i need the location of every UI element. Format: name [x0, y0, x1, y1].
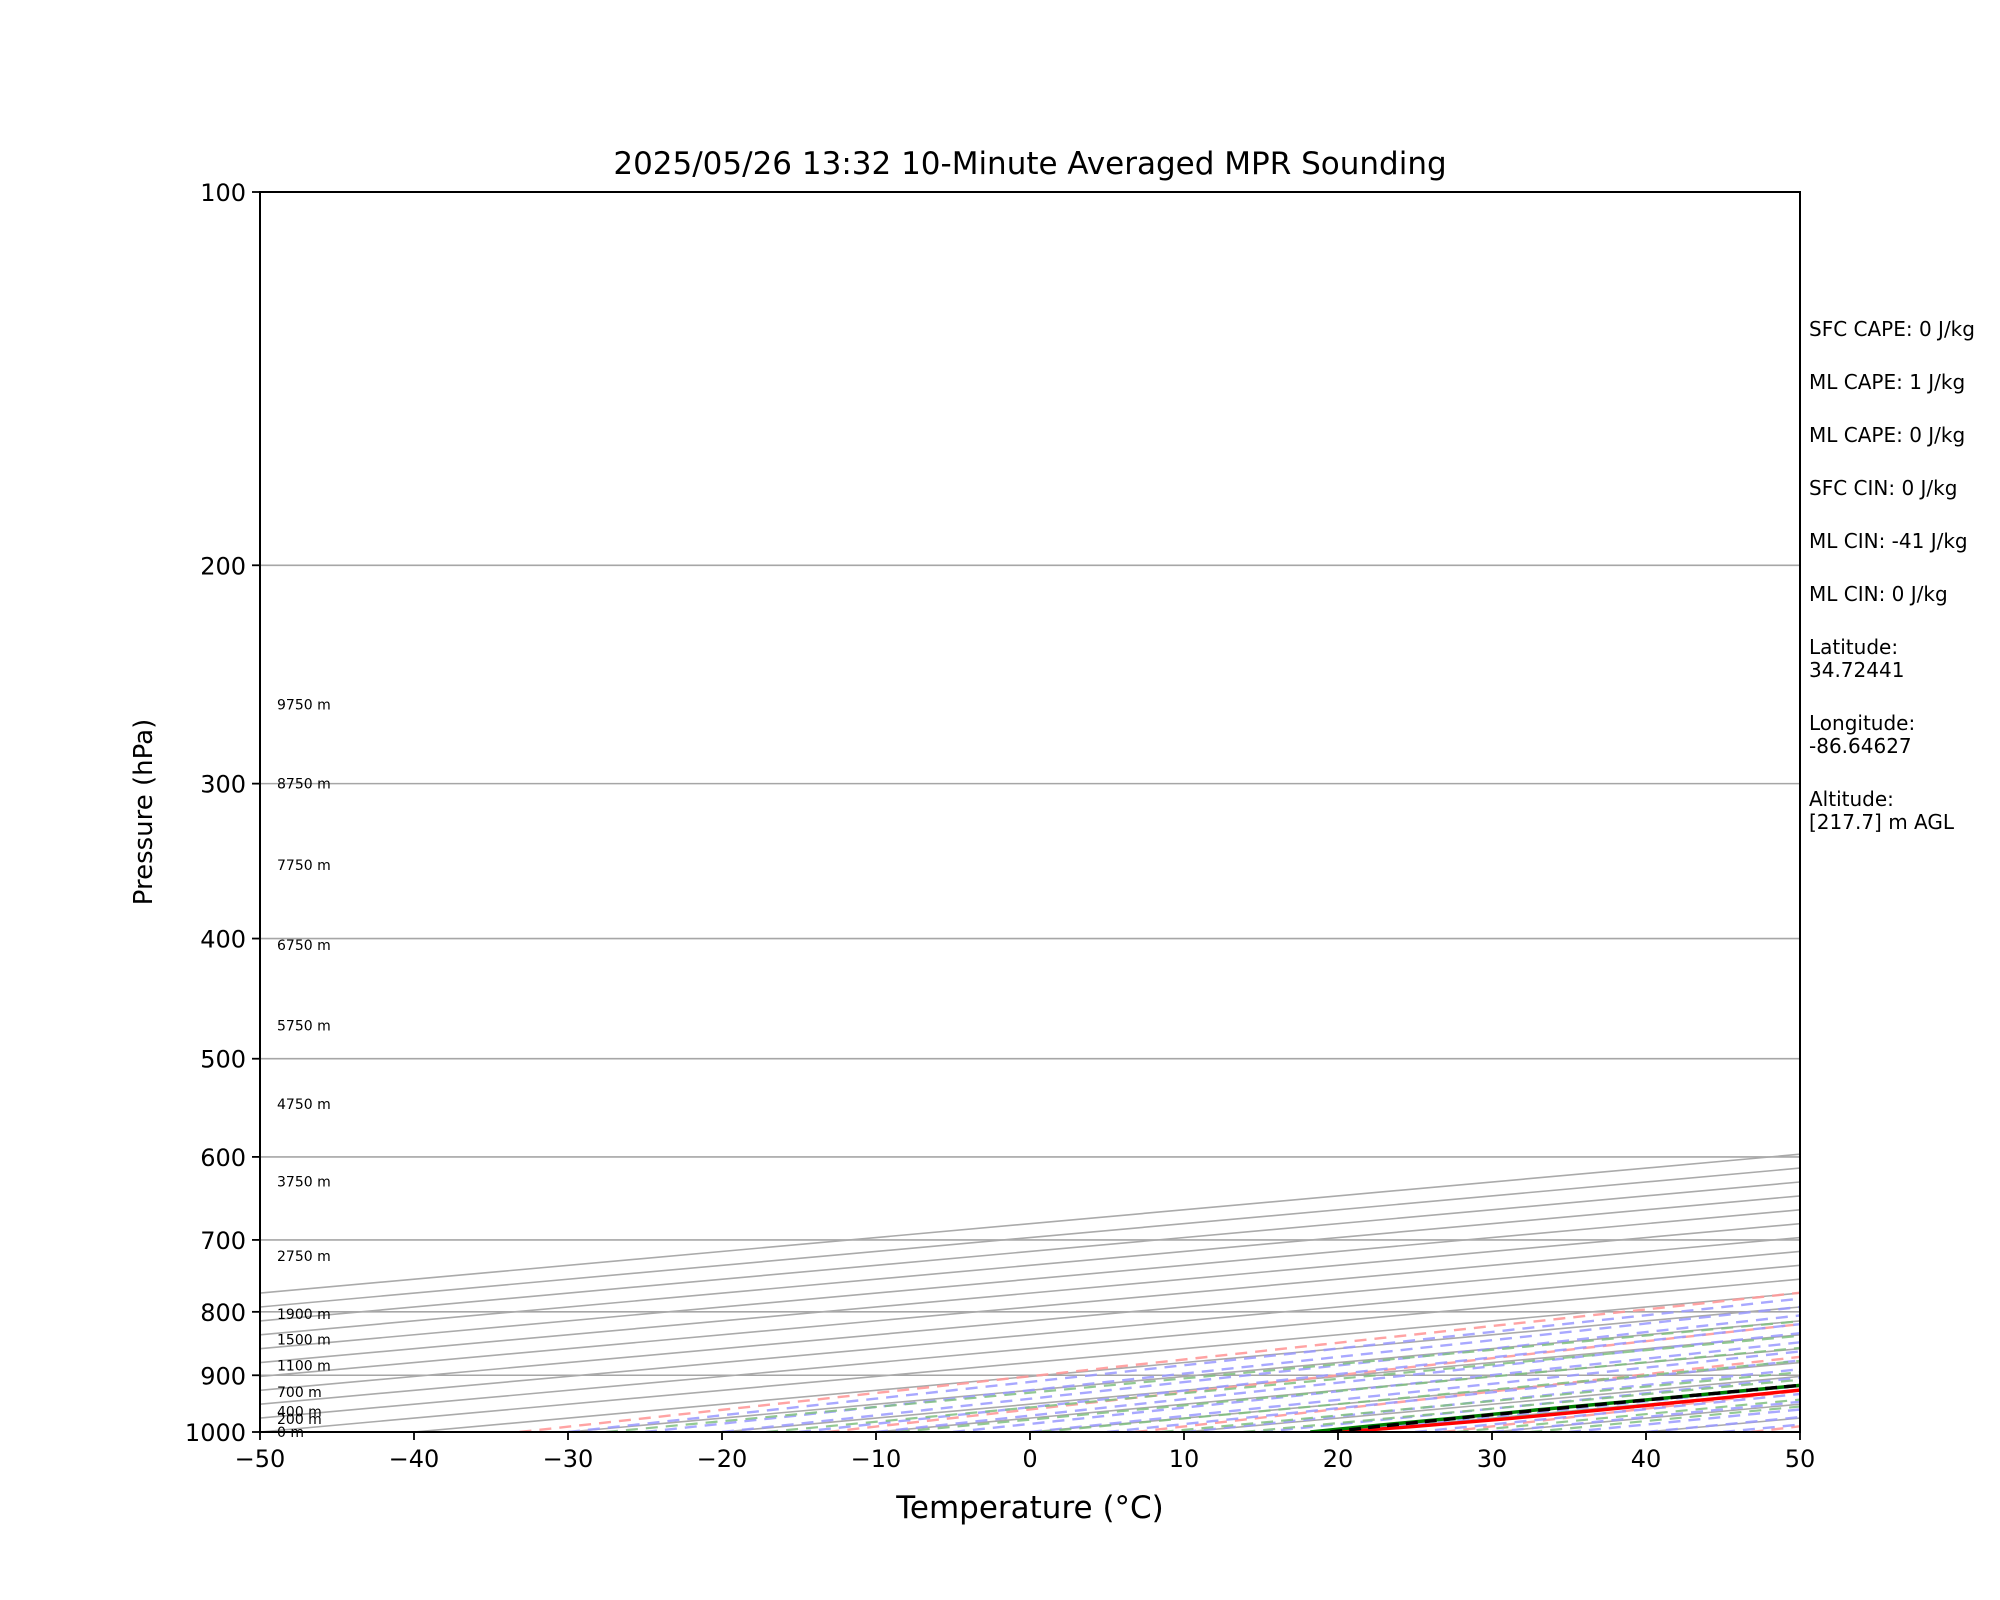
x-tick-label: 40 — [1631, 1445, 1662, 1473]
x-tick-label: −50 — [235, 1445, 286, 1473]
y-tick-label: 700 — [200, 1227, 246, 1255]
y-tick-label: 200 — [200, 552, 246, 580]
isotherm-line — [260, 1278, 1800, 1419]
sfc-cape: SFC CAPE: 0 J/kg — [1809, 317, 1975, 341]
y-tick-label: 500 — [200, 1046, 246, 1074]
altitude-value: [217.7] m AGL — [1809, 810, 1955, 834]
moist-adiabat-line — [952, 1341, 1800, 1432]
isotherm-line — [260, 1292, 1800, 1432]
series-lines — [1310, 1383, 1800, 1432]
isotherm-line — [260, 1208, 1800, 1350]
y-axis-label: Pressure (hPa) — [129, 719, 159, 906]
mixing-ratio-line — [766, 1334, 1800, 1432]
isotherm-line — [260, 1153, 1800, 1294]
ml-cape-1: ML CAPE: 1 J/kg — [1809, 370, 1966, 394]
latitude-value: 34.72441 — [1809, 658, 1905, 682]
height-label: 0 m — [277, 1425, 304, 1441]
dry-adiabat-line — [519, 1291, 1800, 1432]
background-lines — [260, 192, 1800, 1432]
x-tick-label: −20 — [697, 1445, 748, 1473]
height-label: 400 m — [277, 1405, 322, 1421]
height-label: 2750 m — [277, 1249, 331, 1265]
latitude: Latitude: 34.72441 — [1809, 636, 1999, 682]
isotherm-line — [260, 1236, 1800, 1378]
latitude-label: Latitude: — [1809, 635, 1899, 659]
mixing-ratio-line — [1355, 1389, 1800, 1432]
isotherm-line — [260, 1222, 1800, 1364]
x-tick-label: 20 — [1323, 1445, 1354, 1473]
x-tick-label: 50 — [1785, 1445, 1816, 1473]
isotherm-line — [260, 1195, 1800, 1336]
y-tick-label: 800 — [200, 1299, 246, 1327]
x-tick-label: 10 — [1169, 1445, 1200, 1473]
y-tick-label: 400 — [200, 926, 246, 954]
mixing-ratio-line — [605, 1320, 1800, 1432]
altitude-label: Altitude: — [1809, 787, 1894, 811]
height-label: 9750 m — [277, 697, 331, 713]
ml-cin-2: ML CIN: 0 J/kg — [1809, 582, 1948, 606]
x-axis-label: Temperature (°C) — [895, 1490, 1164, 1526]
x-tick-label: 0 — [1022, 1445, 1037, 1473]
sounding-stats-panel: SFC CAPE: 0 J/kg ML CAPE: 1 J/kg ML CAPE… — [1809, 318, 1999, 864]
mixing-ratio-line — [897, 1346, 1800, 1432]
y-tick-label: 900 — [200, 1362, 246, 1390]
longitude-label: Longitude: — [1809, 711, 1916, 735]
y-tick-label: 300 — [200, 771, 246, 799]
height-label: 200 m — [277, 1412, 322, 1428]
height-label: 3750 m — [277, 1174, 331, 1190]
longitude: Longitude: -86.64627 — [1809, 712, 1999, 758]
isotherm-line — [413, 1306, 1800, 1432]
height-label: 1500 m — [277, 1332, 331, 1348]
height-label: 8750 m — [277, 777, 331, 793]
height-label: 1900 m — [277, 1307, 331, 1323]
x-axis: −50 −40 −30 −20 −10 0 10 20 30 40 50 — [235, 1432, 1816, 1473]
altitude: Altitude: [217.7] m AGL — [1809, 788, 1999, 834]
y-tick-label: 1000 — [185, 1419, 246, 1447]
moist-adiabat-line — [644, 1305, 1800, 1432]
longitude-value: -86.64627 — [1809, 734, 1912, 758]
ml-cin-1: ML CIN: -41 J/kg — [1809, 529, 1968, 553]
x-tick-label: −30 — [543, 1445, 594, 1473]
height-label: 7750 m — [277, 858, 331, 874]
isotherm-line — [260, 1167, 1800, 1308]
x-tick-label: 30 — [1477, 1445, 1508, 1473]
height-label: 4750 m — [277, 1097, 331, 1113]
x-tick-label: −10 — [851, 1445, 902, 1473]
plot-frame — [259, 191, 1801, 1433]
y-tick-label: 100 — [200, 179, 246, 207]
ml-cape-2: ML CAPE: 0 J/kg — [1809, 423, 1966, 447]
y-tick-label: 600 — [200, 1144, 246, 1172]
y-axis: 100 200 300 400 500 600 700 800 900 1000 — [185, 179, 260, 1447]
temperature-line — [1337, 1388, 1800, 1432]
height-label: 5750 m — [277, 1018, 331, 1034]
height-label: 6750 m — [277, 938, 331, 954]
chart-title: 2025/05/26 13:32 10-Minute Averaged MPR … — [613, 146, 1446, 182]
x-tick-label: −40 — [389, 1445, 440, 1473]
height-label: 1100 m — [277, 1359, 331, 1375]
mixing-ratio-line — [1161, 1371, 1800, 1432]
sfc-cin: SFC CIN: 0 J/kg — [1809, 476, 1958, 500]
isotherm-line — [260, 1181, 1800, 1322]
height-label: 700 m — [277, 1385, 322, 1401]
moist-adiabat-line — [875, 1331, 1800, 1432]
